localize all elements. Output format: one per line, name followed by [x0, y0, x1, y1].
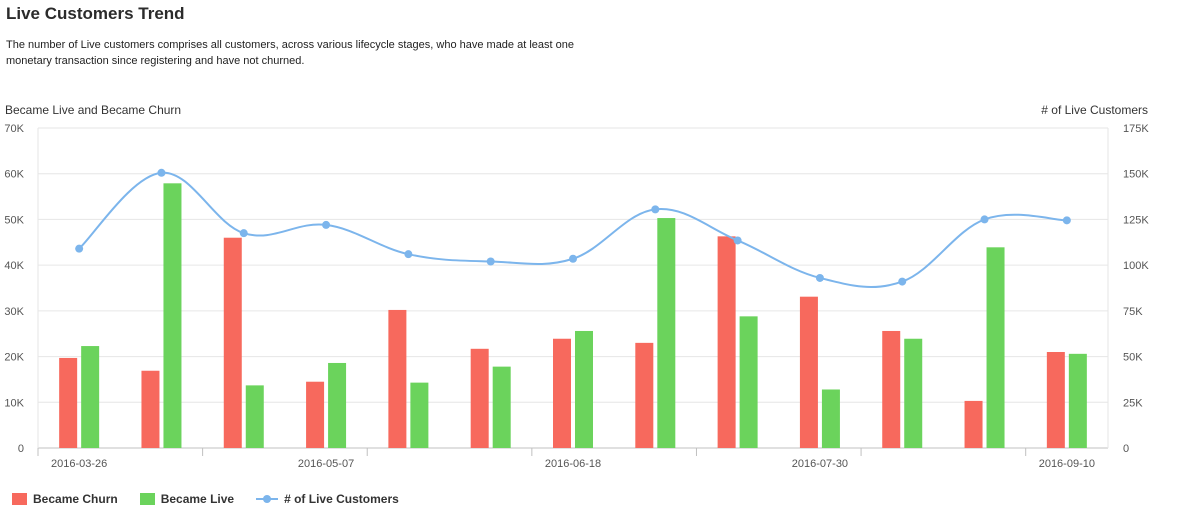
bar-became-live[interactable] [1068, 353, 1087, 448]
bar-became-live[interactable] [986, 247, 1005, 448]
legend-label-live: Became Live [160, 492, 235, 506]
point-live-customers[interactable] [1062, 216, 1071, 225]
point-live-customers[interactable] [157, 168, 166, 177]
bar-became-live[interactable] [410, 382, 429, 448]
bar-became-live[interactable] [492, 366, 511, 448]
y-left-tick-label: 70K [4, 123, 24, 135]
y-left-tick-label: 20K [4, 352, 24, 364]
bar-became-churn[interactable] [306, 381, 325, 448]
legend-item-churn[interactable]: Became Churn [12, 492, 118, 506]
point-live-customers[interactable] [733, 236, 742, 245]
bar-became-live[interactable] [245, 385, 264, 448]
y-left-tick-label: 10K [4, 397, 24, 409]
y-left-tick-label: 30K [4, 306, 24, 318]
legend-item-customers[interactable]: # of Live Customers [256, 492, 399, 506]
point-live-customers[interactable] [239, 229, 248, 238]
bar-became-churn[interactable] [223, 237, 242, 448]
bar-became-churn[interactable] [470, 348, 489, 448]
bar-became-churn[interactable] [964, 400, 983, 448]
bar-became-churn[interactable] [635, 342, 654, 448]
bar-became-churn[interactable] [141, 370, 160, 448]
bar-became-live[interactable] [657, 218, 676, 448]
chart-legend: Became Churn Became Live # of Live Custo… [12, 492, 421, 506]
bar-became-churn[interactable] [882, 330, 901, 448]
bar-became-live[interactable] [163, 183, 182, 449]
point-live-customers[interactable] [75, 244, 84, 253]
point-live-customers[interactable] [569, 254, 577, 263]
bar-became-live[interactable] [328, 362, 347, 448]
bar-became-churn[interactable] [388, 309, 407, 448]
x-tick-label: 2016-09-10 [1039, 458, 1095, 470]
bar-became-churn[interactable] [59, 357, 78, 448]
x-tick-label: 2016-06-18 [545, 458, 601, 470]
legend-item-live[interactable]: Became Live [139, 492, 235, 506]
y-left-tick-label: 0 [18, 443, 24, 455]
point-live-customers[interactable] [486, 257, 495, 266]
y-left-tick-label: 50K [4, 214, 24, 226]
y-axis-left-title: Became Live and Became Churn [5, 103, 181, 117]
point-live-customers[interactable] [898, 277, 907, 286]
bar-became-live[interactable] [739, 316, 758, 448]
legend-label-churn: Became Churn [33, 492, 118, 506]
point-live-customers[interactable] [322, 220, 331, 229]
bar-became-live[interactable] [81, 346, 100, 448]
point-live-customers[interactable] [980, 215, 989, 224]
bar-became-churn[interactable] [553, 338, 571, 448]
y-right-tick-label: 75K [1123, 306, 1143, 318]
x-tick-label: 2016-05-07 [298, 458, 354, 470]
y-right-tick-label: 25K [1123, 397, 1143, 409]
x-tick-label: 2016-07-30 [792, 458, 848, 470]
legend-label-customers: # of Live Customers [284, 492, 399, 506]
y-right-tick-label: 50K [1123, 352, 1143, 364]
chart-description: The number of Live customers comprises a… [6, 39, 574, 67]
y-left-tick-label: 40K [4, 260, 24, 272]
bar-became-live[interactable] [821, 389, 840, 448]
point-live-customers[interactable] [404, 250, 413, 259]
point-live-customers[interactable] [651, 205, 660, 214]
bar-became-churn[interactable] [717, 236, 736, 448]
y-axis-right-title: # of Live Customers [1041, 103, 1148, 117]
bar-became-live[interactable] [575, 330, 593, 448]
y-right-tick-label: 0 [1123, 443, 1129, 455]
x-tick-label: 2016-03-26 [51, 458, 107, 470]
bar-became-churn[interactable] [1046, 352, 1065, 448]
bar-became-live[interactable] [904, 338, 923, 448]
chart-title: Live Customers Trend [6, 4, 185, 23]
point-live-customers[interactable] [815, 273, 824, 282]
legend-swatch-live [139, 493, 155, 505]
y-right-tick-label: 150K [1123, 169, 1149, 181]
bar-became-churn[interactable] [799, 296, 818, 448]
y-left-tick-label: 60K [4, 169, 24, 181]
y-right-tick-label: 125K [1123, 214, 1149, 226]
legend-swatch-customers [256, 493, 279, 505]
legend-swatch-churn [12, 493, 27, 505]
y-right-tick-label: 100K [1123, 260, 1149, 272]
y-right-tick-label: 175K [1123, 123, 1149, 135]
